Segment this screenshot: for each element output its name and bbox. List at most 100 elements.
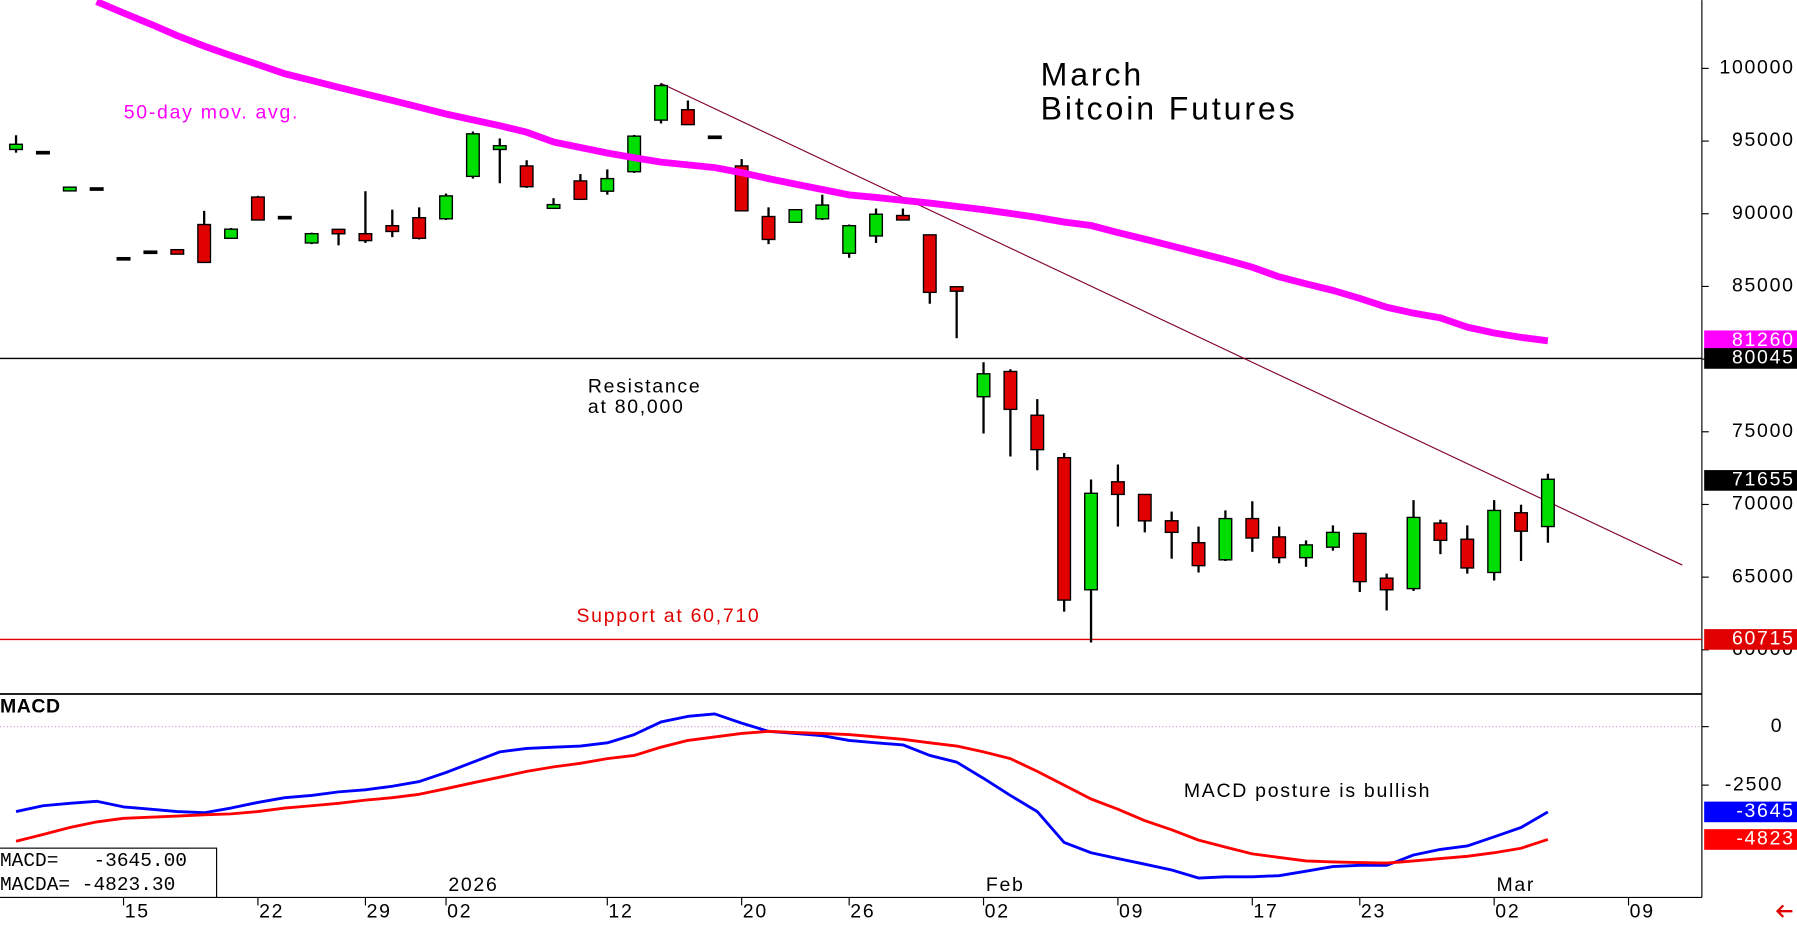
candle-body bbox=[304, 232, 319, 244]
candle-body bbox=[1352, 532, 1367, 583]
candle-body bbox=[1460, 538, 1475, 569]
candle-body bbox=[654, 84, 669, 121]
candle-body bbox=[895, 214, 910, 221]
candle-body bbox=[250, 196, 265, 221]
candle-body bbox=[1245, 517, 1260, 539]
candle-body bbox=[62, 186, 77, 192]
value-tag bbox=[1704, 348, 1797, 369]
macd-annotation: MACD posture is bullish bbox=[1184, 780, 1431, 802]
value-tag-label: -3645 bbox=[1736, 800, 1794, 822]
candle-body bbox=[761, 215, 776, 241]
value-tag-label: 80045 bbox=[1732, 347, 1795, 369]
value-tag bbox=[1704, 330, 1797, 352]
candle-body bbox=[224, 228, 239, 239]
candle-body bbox=[1406, 516, 1421, 590]
value-tag bbox=[1704, 629, 1797, 650]
candle-body bbox=[492, 145, 507, 151]
candle-body bbox=[1218, 517, 1233, 561]
y-tick-label: 75000 bbox=[1732, 420, 1795, 442]
candle-body bbox=[1003, 370, 1018, 411]
readout: MACDA= -4823.30 bbox=[0, 874, 175, 896]
ma-label: 50-day mov. avg. bbox=[124, 102, 299, 124]
resistance-label: at 80,000 bbox=[588, 396, 685, 418]
candle-body bbox=[89, 187, 104, 191]
value-tag bbox=[1704, 470, 1797, 491]
x-tick-label: 09 bbox=[1630, 900, 1655, 922]
candle-body bbox=[197, 223, 212, 264]
candle-body bbox=[358, 232, 373, 242]
resistance-label: Resistance bbox=[588, 376, 702, 398]
x-tick-label: 20 bbox=[743, 900, 768, 922]
y-tick-label: 90000 bbox=[1732, 202, 1795, 224]
x-tick-label: 17 bbox=[1253, 900, 1278, 922]
candle-body bbox=[1164, 520, 1179, 534]
value-tag bbox=[1704, 801, 1797, 823]
candle-body bbox=[1272, 536, 1287, 559]
period-label: Feb bbox=[986, 874, 1025, 896]
candle-body bbox=[9, 143, 24, 151]
candle-body bbox=[1487, 509, 1502, 574]
candle-body bbox=[1379, 577, 1394, 591]
candle-body bbox=[439, 195, 454, 220]
value-tag-label: 81260 bbox=[1732, 329, 1795, 351]
candle-body bbox=[1514, 512, 1529, 532]
candle-body bbox=[519, 165, 534, 188]
candle-body bbox=[1540, 478, 1555, 528]
value-tag-label: 71655 bbox=[1732, 469, 1795, 491]
candle-body bbox=[385, 224, 400, 233]
moving-average bbox=[95, 0, 1549, 345]
y-tick-label: 0 bbox=[1771, 715, 1784, 737]
candle-body bbox=[465, 133, 480, 178]
x-tick-label: 02 bbox=[985, 900, 1010, 922]
readout-box bbox=[0, 847, 218, 898]
support-label: Support at 60,710 bbox=[576, 605, 760, 627]
value-tag-label: -4823 bbox=[1736, 828, 1794, 850]
candle-body bbox=[734, 165, 749, 212]
candle-body bbox=[412, 217, 427, 239]
candle-body bbox=[1325, 531, 1340, 548]
candle-body bbox=[143, 250, 158, 255]
candle-body bbox=[680, 108, 695, 126]
chart-title: March bbox=[1041, 56, 1144, 92]
candle-body bbox=[842, 224, 857, 254]
readout: MACD= -3645.00 bbox=[0, 850, 187, 872]
chart-subtitle: Bitcoin Futures bbox=[1041, 91, 1298, 127]
candle-body bbox=[815, 204, 830, 220]
candle-body bbox=[331, 228, 346, 235]
macd-title: MACD bbox=[0, 695, 61, 717]
candle-body bbox=[1299, 544, 1314, 559]
x-tick-label: 26 bbox=[850, 900, 875, 922]
period-label: Mar bbox=[1496, 874, 1535, 896]
candle-body bbox=[35, 150, 50, 155]
candle-body bbox=[1433, 522, 1448, 542]
x-tick-label: 09 bbox=[1119, 900, 1144, 922]
x-tick-label: 23 bbox=[1361, 900, 1386, 922]
candle-body bbox=[546, 203, 561, 210]
candle-body bbox=[1110, 481, 1125, 496]
candle-body bbox=[116, 256, 131, 261]
x-tick-label: 22 bbox=[259, 900, 284, 922]
y-tick-label: 70000 bbox=[1732, 493, 1795, 515]
candle-body bbox=[277, 215, 292, 220]
candle-body bbox=[600, 177, 615, 192]
candle-body bbox=[1137, 493, 1152, 522]
y-tick-label: 95000 bbox=[1732, 129, 1795, 151]
candle-body bbox=[1030, 414, 1045, 451]
candle-body bbox=[976, 373, 991, 398]
candle-body bbox=[170, 248, 185, 255]
candle-body bbox=[788, 209, 803, 223]
y-tick-label: 65000 bbox=[1732, 565, 1795, 587]
candle-body bbox=[1084, 492, 1099, 591]
period-label: 2026 bbox=[448, 874, 498, 896]
candle-body bbox=[573, 180, 588, 201]
candle-body bbox=[922, 234, 937, 294]
candle-body bbox=[707, 135, 722, 140]
scroll-arrow[interactable] bbox=[1775, 904, 1793, 918]
value-tag-label: 60715 bbox=[1732, 628, 1795, 650]
x-tick-label: 15 bbox=[125, 900, 150, 922]
candle-body bbox=[869, 213, 884, 237]
trendline bbox=[660, 82, 1683, 566]
